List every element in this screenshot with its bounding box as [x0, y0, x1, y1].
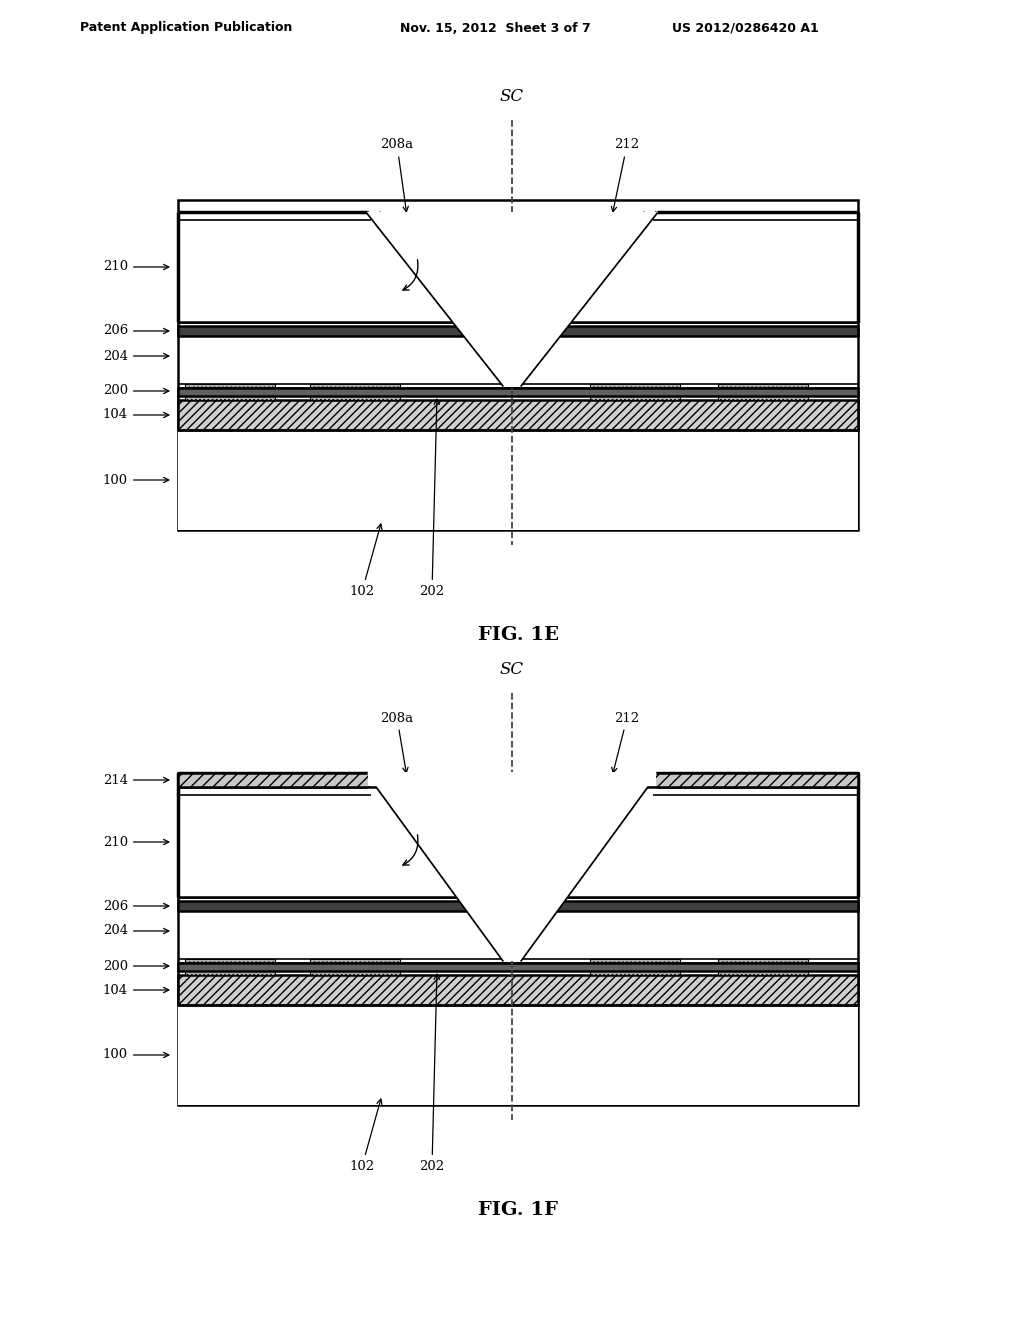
- Text: 210: 210: [102, 260, 169, 273]
- Text: FIG. 1E: FIG. 1E: [477, 626, 558, 644]
- Bar: [178, 787, 858, 898]
- Text: Nov. 15, 2012  Sheet 3 of 7: Nov. 15, 2012 Sheet 3 of 7: [400, 21, 591, 34]
- Bar: [178, 213, 858, 322]
- Text: SC: SC: [500, 661, 524, 678]
- Text: 200: 200: [102, 384, 169, 397]
- Text: 206: 206: [102, 325, 169, 338]
- Text: 210: 210: [102, 836, 169, 849]
- Bar: [718, 384, 808, 400]
- Bar: [718, 960, 808, 975]
- Text: 202: 202: [420, 974, 444, 1173]
- Bar: [178, 964, 858, 972]
- Bar: [178, 902, 858, 911]
- Bar: [590, 384, 680, 400]
- Text: 104: 104: [102, 408, 169, 421]
- Text: 200: 200: [102, 960, 169, 973]
- Text: 204: 204: [102, 350, 169, 363]
- Bar: [178, 400, 858, 430]
- Bar: [185, 384, 275, 400]
- Polygon shape: [367, 774, 657, 961]
- Text: 208a: 208a: [381, 711, 414, 774]
- Bar: [178, 326, 858, 337]
- Bar: [185, 960, 275, 975]
- Text: 104: 104: [102, 983, 169, 997]
- Bar: [178, 975, 858, 1005]
- Text: 212: 212: [611, 139, 640, 213]
- Text: US 2012/0286420 A1: US 2012/0286420 A1: [672, 21, 819, 34]
- Bar: [178, 201, 858, 531]
- Bar: [178, 388, 858, 396]
- Text: SC: SC: [500, 88, 524, 106]
- Text: 100: 100: [102, 474, 169, 487]
- Text: 100: 100: [102, 1048, 169, 1061]
- Bar: [178, 774, 858, 787]
- Text: 202: 202: [420, 399, 444, 598]
- Text: 204: 204: [102, 924, 169, 937]
- Text: Patent Application Publication: Patent Application Publication: [80, 21, 293, 34]
- Text: 102: 102: [349, 524, 382, 598]
- Text: 206: 206: [102, 899, 169, 912]
- Bar: [310, 384, 400, 400]
- Text: 102: 102: [349, 1100, 382, 1173]
- Polygon shape: [368, 772, 656, 785]
- Text: FIG. 1F: FIG. 1F: [478, 1201, 558, 1218]
- Text: 212: 212: [611, 711, 640, 774]
- Bar: [178, 1005, 858, 1105]
- Bar: [178, 774, 858, 1105]
- Bar: [310, 960, 400, 975]
- Bar: [590, 960, 680, 975]
- Text: 214: 214: [102, 774, 169, 787]
- Bar: [178, 430, 858, 531]
- Text: 208a: 208a: [381, 139, 414, 213]
- Polygon shape: [367, 213, 657, 385]
